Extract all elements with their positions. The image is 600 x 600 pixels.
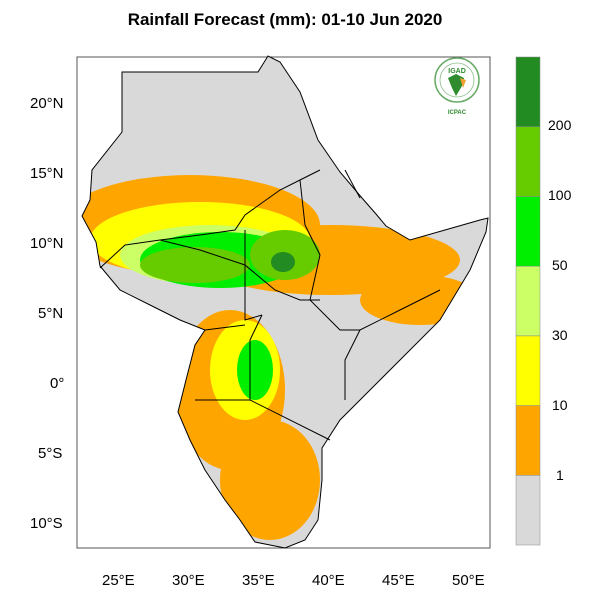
colorbar-bin [515, 475, 541, 546]
lon-tick: 50°E [452, 572, 485, 589]
lat-tick: 0° [50, 375, 65, 392]
lat-tick: 5°N [38, 305, 64, 322]
colorbar-bin [515, 335, 541, 406]
colorbar-label: 30 [552, 327, 568, 343]
lat-tick: 15°N [30, 165, 64, 182]
rain-area-orange [220, 420, 320, 540]
colorbar-label: 10 [552, 397, 568, 413]
lon-tick: 40°E [312, 572, 345, 589]
lon-tick: 30°E [172, 572, 205, 589]
lon-tick: 35°E [242, 572, 275, 589]
colorbar-label: 50 [552, 257, 568, 273]
colorbar-bin [515, 56, 541, 127]
country-borders [99, 169, 441, 441]
colorbar-label: 200 [548, 117, 572, 133]
colorbar-bin [515, 265, 541, 337]
lon-tick: 25°E [102, 572, 135, 589]
colorbar-bin [515, 405, 541, 476]
colorbar-label: 100 [548, 187, 572, 203]
colorbar-label: 1 [556, 467, 564, 483]
lat-tick: 5°S [38, 445, 63, 462]
rain-area-heavy [140, 247, 250, 283]
map-title: Rainfall Forecast (mm): 01-10 Jun 2020 [127, 10, 443, 29]
rain-area-extreme [271, 252, 295, 272]
lat-tick: 20°N [30, 95, 64, 112]
colorbar-bin [515, 126, 541, 197]
lat-tick: 10°S [30, 515, 63, 532]
rain-area-green [237, 340, 273, 400]
svg-text:ICPAC: ICPAC [448, 110, 467, 116]
lat-tick: 10°N [30, 235, 64, 252]
colorbar-bin [515, 196, 541, 267]
colorbar [515, 56, 541, 546]
igad-icpac-logo: IGAD ICPAC [434, 57, 480, 116]
svg-text:IGAD: IGAD [448, 68, 466, 75]
lon-tick: 45°E [382, 572, 415, 589]
